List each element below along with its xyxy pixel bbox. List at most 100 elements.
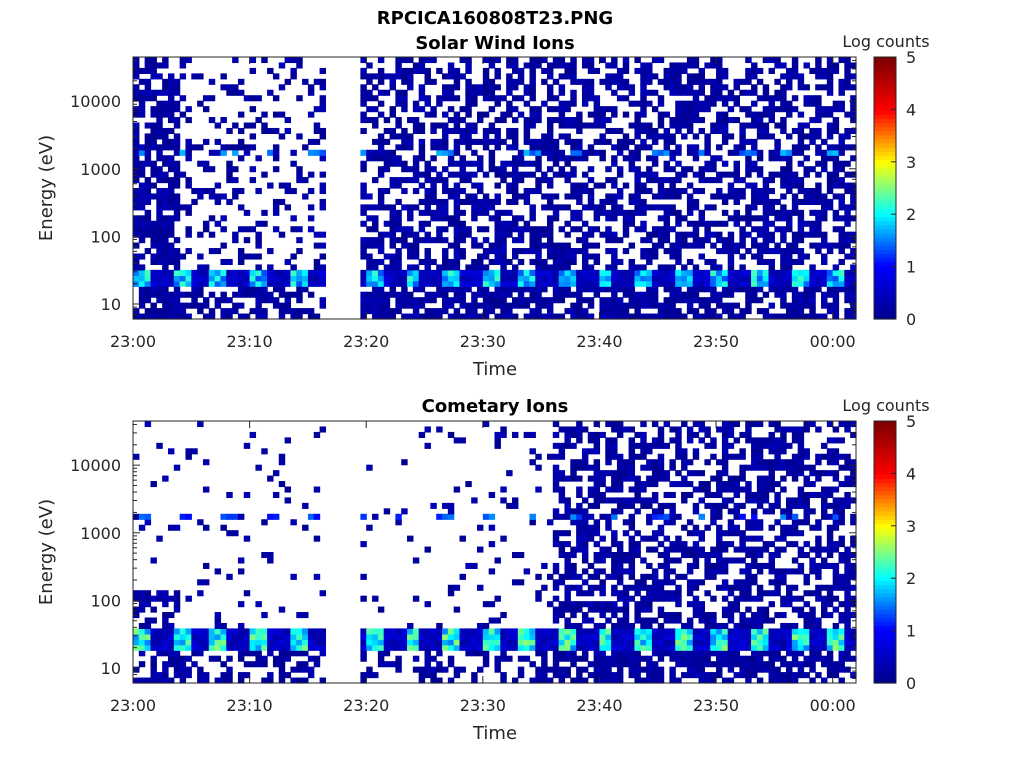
- heatmap-cell: [634, 193, 641, 200]
- heatmap-cell: [395, 661, 402, 668]
- heatmap-cell: [377, 297, 385, 304]
- colorbar-segment: [874, 122, 896, 128]
- heatmap-cell: [797, 78, 805, 85]
- heatmap-cell: [500, 655, 507, 662]
- heatmap-cell: [599, 513, 606, 520]
- heatmap-cell: [541, 204, 548, 211]
- heatmap-cell: [220, 672, 227, 679]
- heatmap-cell: [442, 226, 449, 233]
- heatmap-cell: [774, 62, 781, 69]
- heatmap-cell: [284, 672, 292, 679]
- heatmap-cell: [780, 193, 787, 200]
- heatmap-cell: [628, 557, 636, 564]
- heatmap-cell: [535, 308, 542, 315]
- heatmap-cell: [173, 601, 181, 608]
- heatmap-cell: [185, 633, 192, 640]
- heatmap-cell: [267, 552, 274, 559]
- heatmap-cell: [663, 421, 671, 428]
- heatmap-cell: [133, 215, 140, 222]
- heatmap-cell: [686, 650, 694, 657]
- heatmap-cell: [173, 171, 181, 178]
- heatmap-cell: [564, 633, 571, 640]
- heatmap-cell: [611, 633, 618, 640]
- heatmap-cell: [564, 204, 571, 211]
- heatmap-cell: [541, 231, 548, 238]
- heatmap-cell: [640, 421, 647, 428]
- heatmap-cell: [634, 628, 641, 635]
- heatmap-cell: [832, 171, 840, 178]
- heatmap-cell: [721, 193, 729, 200]
- heatmap-cell: [686, 193, 694, 200]
- heatmap-cell: [144, 421, 152, 428]
- heatmap-cell: [640, 264, 647, 271]
- heatmap-cell: [669, 655, 676, 662]
- heatmap-cell: [686, 73, 694, 80]
- heatmap-cell: [407, 133, 414, 140]
- heatmap-cell: [500, 286, 507, 293]
- heatmap-cell: [686, 579, 694, 586]
- heatmap-cell: [751, 193, 758, 200]
- heatmap-cell: [389, 182, 396, 189]
- heatmap-cell: [605, 497, 612, 504]
- heatmap-cell: [605, 546, 612, 553]
- heatmap-cell: [698, 672, 705, 679]
- heatmap-cell: [587, 78, 595, 85]
- heatmap-cell: [482, 204, 490, 211]
- heatmap-cell: [138, 149, 146, 156]
- heatmap-cell: [628, 552, 636, 559]
- heatmap-cell: [587, 297, 595, 304]
- heatmap-cell: [529, 144, 536, 151]
- heatmap-cell: [605, 166, 612, 173]
- heatmap-cell: [138, 313, 146, 320]
- heatmap-cell: [663, 573, 671, 580]
- heatmap-cell: [733, 220, 740, 227]
- heatmap-cell: [185, 666, 192, 673]
- heatmap-cell: [646, 677, 653, 684]
- heatmap-cell: [774, 215, 781, 222]
- heatmap-cell: [786, 242, 793, 249]
- heatmap-cell: [529, 628, 536, 635]
- heatmap-cell: [471, 644, 478, 651]
- heatmap-cell: [278, 198, 286, 205]
- heatmap-cell: [675, 650, 682, 657]
- heatmap-cell: [634, 677, 641, 684]
- heatmap-cell: [430, 666, 437, 673]
- heatmap-cell: [599, 302, 606, 309]
- heatmap-cell: [640, 644, 647, 651]
- heatmap-cell: [669, 633, 676, 640]
- heatmap-cell: [762, 313, 770, 320]
- heatmap-cell: [482, 248, 490, 255]
- heatmap-cell: [686, 258, 694, 266]
- heatmap-cell: [436, 138, 443, 145]
- heatmap-cell: [675, 117, 682, 124]
- heatmap-cell: [506, 171, 513, 178]
- heatmap-cell: [791, 177, 799, 184]
- heatmap-cell: [552, 470, 560, 477]
- heatmap-cell: [616, 562, 624, 569]
- heatmap-cell: [739, 431, 746, 438]
- heatmap-cell: [401, 313, 408, 320]
- heatmap-cell: [500, 166, 507, 173]
- heatmap-cell: [442, 166, 449, 173]
- heatmap-cell: [616, 573, 624, 580]
- heatmap-cell: [733, 628, 740, 635]
- heatmap-cell: [278, 302, 286, 309]
- heatmap-cell: [436, 149, 443, 156]
- heatmap-cell: [587, 590, 595, 597]
- heatmap-cell: [640, 617, 647, 624]
- heatmap-cell: [541, 100, 548, 107]
- heatmap-cell: [162, 111, 169, 118]
- heatmap-cell: [640, 204, 647, 211]
- heatmap-cell: [523, 639, 531, 646]
- heatmap-cell: [657, 122, 665, 129]
- heatmap-cell: [366, 280, 373, 287]
- heatmap-cell: [675, 291, 682, 298]
- heatmap-cell: [698, 677, 705, 684]
- heatmap-cell: [395, 655, 402, 662]
- heatmap-cell: [616, 677, 624, 684]
- heatmap-cell: [284, 655, 292, 662]
- heatmap-cell: [307, 639, 315, 646]
- heatmap-cell: [494, 628, 501, 635]
- heatmap-cell: [529, 204, 536, 211]
- heatmap-cell: [261, 612, 268, 619]
